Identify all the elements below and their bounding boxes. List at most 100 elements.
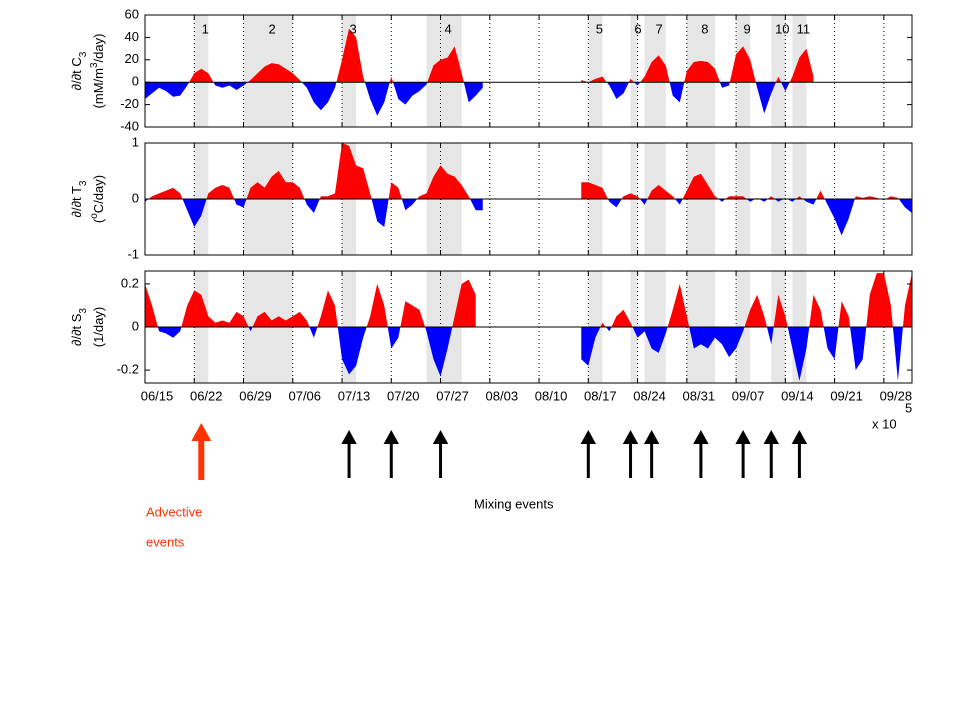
positive-area [600,322,606,327]
negative-area [145,199,149,202]
negative-area [401,199,418,211]
positive-area [647,185,676,199]
positive-area [809,294,824,327]
x-tick-label: 07/13 [338,388,371,403]
panel [145,15,885,127]
positive-area [336,28,365,83]
event-label: 7 [656,21,663,36]
event-label: 8 [701,21,708,36]
positive-area [417,165,471,199]
event-arrow-head [735,430,751,444]
event-label: 4 [444,21,451,36]
positive-area [854,196,881,199]
positive-area [611,309,633,327]
positive-area [148,187,183,199]
y-tick-label: 60 [125,6,139,21]
positive-area [816,190,825,199]
negative-area [182,199,207,227]
y-label-text: ∂/∂t T [69,186,84,217]
positive-area [427,46,464,83]
negative-area [755,82,776,114]
y-tick-label: 0 [132,74,139,89]
positive-area [317,290,338,327]
negative-area [234,199,247,208]
negative-area [689,327,745,358]
y-axis-label: ∂/∂t S3 [69,308,88,346]
y-tick-label: -1 [127,246,139,261]
positive-area [189,68,214,83]
positive-area [246,171,305,199]
x-tick-label: 07/27 [436,388,469,403]
y-label-text: ∂/∂t C [69,57,84,90]
negative-area [824,199,855,236]
y-unit-text: /day) [91,34,106,63]
y-tick-label: 20 [125,51,139,66]
negative-area [581,327,601,366]
negative-area [301,82,337,111]
negative-area [213,82,248,91]
mixing-label: Mixing events [474,496,554,511]
x-tick-label: 09/07 [732,388,765,403]
positive-area [581,76,607,83]
positive-area [388,182,402,199]
x-tick-label: 08/17 [584,388,617,403]
negative-area [787,199,796,202]
positive-area [729,46,756,83]
negative-area [393,82,428,105]
event-arrow-head [763,430,779,444]
negative-area [364,82,390,116]
positive-area [744,294,767,327]
positive-area [389,76,394,83]
negative-area [892,327,903,381]
negative-area [309,327,318,338]
positive-area [252,311,310,327]
positive-area [902,273,912,327]
positive-area [621,193,640,199]
positive-area [366,283,388,327]
event-label: 11 [797,21,811,36]
negative-area [470,199,483,211]
negative-area [787,327,810,381]
x-tick-label: 09/14 [781,388,814,403]
event-label: 6 [634,21,641,36]
positive-area [725,196,747,199]
event-band [588,15,603,127]
event-band [771,15,786,127]
positive-area [206,185,235,199]
event-arrow-head [791,430,808,444]
advective-label: Advective [146,504,202,519]
positive-area [667,283,690,327]
y-unit-text: C/day) [91,175,106,213]
negative-area [766,327,774,345]
positive-area [775,76,782,83]
y-axis-unit: (oC/day) [89,175,107,223]
y-axis-label: ∂/∂t C3 [69,51,88,90]
y-tick-label: 40 [125,29,139,44]
positive-area [838,301,851,327]
negative-area [718,199,726,202]
negative-area [675,199,683,205]
x-tick-label: 06/29 [239,388,272,403]
axes-frame [144,14,913,128]
positive-area [682,173,719,199]
x-tick-label: 09/28 [880,388,913,403]
positive-area [319,143,372,199]
positive-area [684,60,720,83]
y-axis-unit: (mM/m3/day) [89,34,107,109]
axis-scale-exponent: 5 [905,400,912,415]
y-unit-superscript: o [89,213,100,219]
event-arrow-head [693,430,709,444]
x-tick-label: 08/31 [683,388,716,403]
y-axis-label: ∂/∂t T3 [69,180,88,217]
axis-scale: x 10 [872,416,897,431]
x-tick-label: 07/20 [387,388,420,403]
y-unit-superscript: 3 [89,62,100,68]
event-arrow-head [341,430,357,444]
advective-label: events [146,534,185,549]
negative-area [248,327,253,332]
x-tick-label: 08/03 [486,388,519,403]
negative-area [898,199,912,213]
negative-area [719,82,730,88]
y-tick-label: -0.2 [117,362,139,377]
